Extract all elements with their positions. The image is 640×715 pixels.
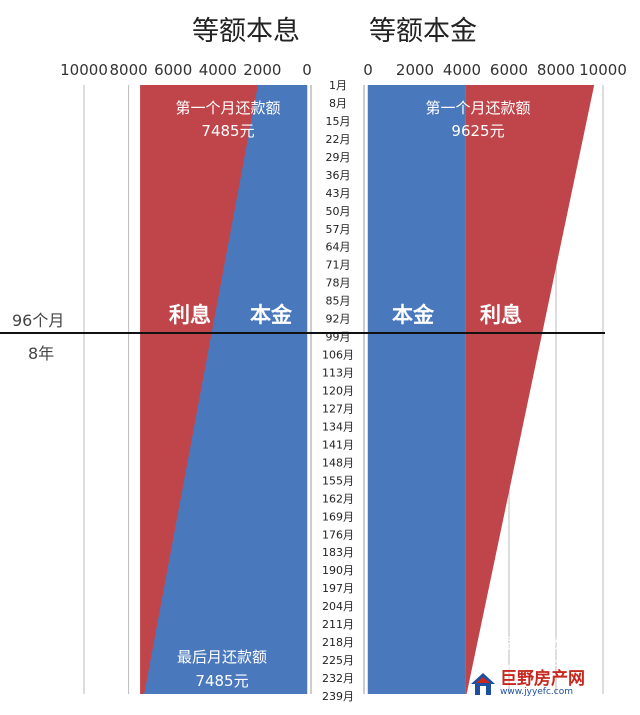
- left-x-tick-label: 10000: [60, 61, 108, 79]
- month-label: 106月: [322, 349, 354, 362]
- month-label: 239月: [322, 690, 354, 703]
- right-x-tick-label: 2000: [396, 61, 434, 79]
- month-label: 22月: [326, 133, 351, 146]
- month-label: 232月: [322, 672, 354, 685]
- month-label: 29月: [326, 151, 351, 164]
- month-label: 148月: [322, 456, 354, 469]
- month-label: 36月: [326, 169, 351, 182]
- marker-years-label: 8年: [28, 344, 54, 363]
- right-last-month-line1: 最后月还款额: [488, 634, 578, 652]
- right-x-tick-label: 4000: [443, 61, 481, 79]
- right-x-tick-label: 6000: [490, 61, 528, 79]
- month-label: 141月: [322, 438, 354, 451]
- left-last-month-line2: 7485元: [195, 672, 248, 690]
- month-label: 15月: [326, 115, 351, 128]
- month-label: 92月: [326, 313, 351, 326]
- right-last-month-line2: 4200元: [506, 658, 559, 676]
- watermark-text: 巨野房产网: [500, 669, 585, 689]
- month-label: 197月: [322, 582, 354, 595]
- left-principal-label: 本金: [250, 303, 293, 327]
- month-label: 190月: [322, 564, 354, 577]
- month-label: 204月: [322, 600, 354, 613]
- month-axis-labels: 1月 8月 15月 22月 29月 36月 43月 50月 57月 64月 71月 78月 85月 92月…: [322, 79, 354, 703]
- left-principal-area: [144, 85, 307, 694]
- month-label: 57月: [326, 223, 351, 236]
- month-label: 120月: [322, 385, 354, 398]
- month-label: 162月: [322, 492, 354, 505]
- month-label: 78月: [326, 277, 351, 290]
- right-x-tick-label: 10000: [579, 61, 627, 79]
- month-label: 155月: [322, 474, 354, 487]
- month-label: 127月: [322, 402, 354, 415]
- left-x-tick-label: 6000: [154, 61, 192, 79]
- right-x-tick-labels: 0 2000 4000 6000 8000 10000: [363, 61, 627, 79]
- left-x-tick-label: 0: [302, 61, 312, 79]
- month-label: 211月: [322, 618, 354, 631]
- right-first-month-line1: 第一个月还款额: [425, 99, 530, 117]
- month-label: 43月: [326, 187, 351, 200]
- month-label: 113月: [322, 367, 354, 380]
- right-principal-label: 本金: [392, 303, 435, 327]
- month-label: 50月: [326, 205, 351, 218]
- month-label: 183月: [322, 546, 354, 559]
- month-label: 176月: [322, 528, 354, 541]
- right-interest-label: 利息: [480, 303, 522, 327]
- left-chart-title: 等额本息: [192, 16, 300, 47]
- month-label: 1月: [329, 79, 347, 92]
- month-label: 218月: [322, 636, 354, 649]
- left-x-tick-label: 8000: [110, 61, 148, 79]
- month-label: 169月: [322, 510, 354, 523]
- month-label: 85月: [326, 295, 351, 308]
- month-label: 71月: [326, 259, 351, 272]
- month-label: 8月: [329, 97, 347, 110]
- right-first-month-line2: 9625元: [451, 122, 504, 140]
- left-x-tick-label: 2000: [243, 61, 281, 79]
- month-label: 225月: [322, 654, 354, 667]
- house-logo-icon: [470, 671, 496, 697]
- watermark: 巨野房产网 www.jyyefc.com: [470, 664, 630, 704]
- right-chart-title: 等额本金: [369, 16, 477, 47]
- right-interest-area: [465, 85, 595, 694]
- marker-months-label: 96个月: [12, 311, 64, 330]
- watermark-url: www.jyyefc.com: [500, 687, 574, 697]
- right-principal-area: [368, 85, 466, 694]
- right-x-tick-label: 8000: [537, 61, 575, 79]
- month-label: 64月: [326, 241, 351, 254]
- left-interest-label: 利息: [169, 303, 211, 327]
- left-first-month-line2: 7485元: [201, 122, 254, 140]
- left-x-tick-label: 4000: [199, 61, 237, 79]
- left-last-month-line1: 最后月还款额: [177, 648, 267, 666]
- month-label: 134月: [322, 420, 354, 433]
- left-first-month-line1: 第一个月还款额: [175, 99, 280, 117]
- right-x-tick-label: 0: [363, 61, 373, 79]
